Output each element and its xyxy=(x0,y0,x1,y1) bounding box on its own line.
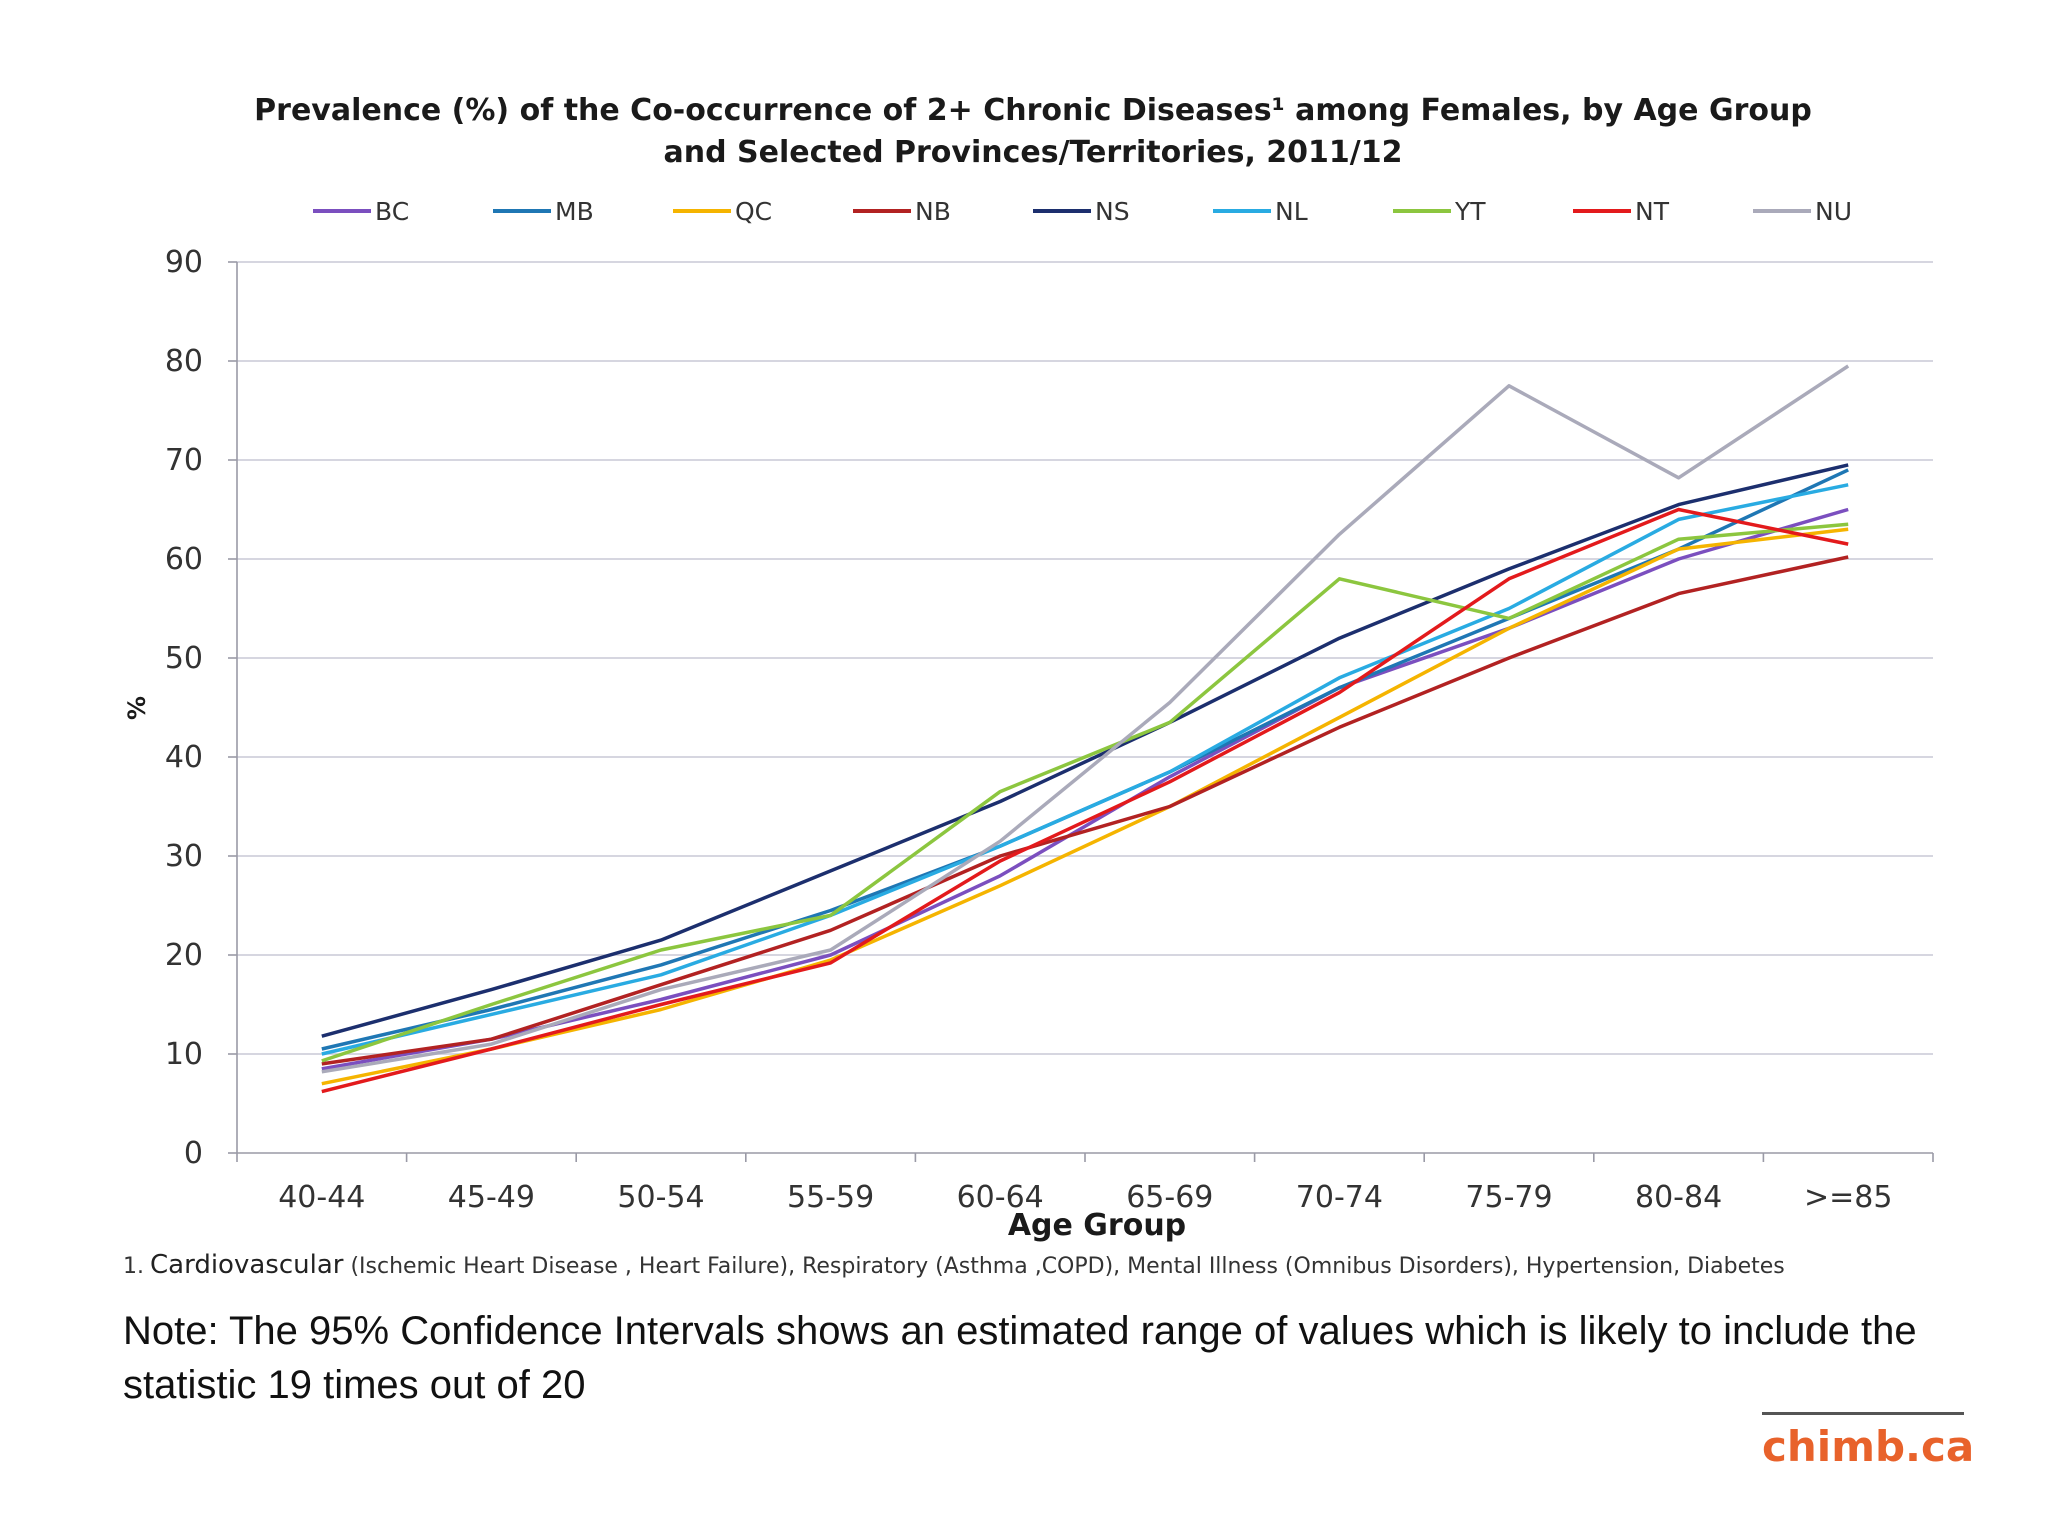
legend-label-nl: NL xyxy=(1275,197,1308,226)
series-line-bc xyxy=(321,507,1849,1071)
legend-label-bc: BC xyxy=(375,197,409,226)
x-tick-label: 60-64 xyxy=(957,1180,1044,1215)
series-line-yt xyxy=(321,522,1849,1063)
x-tick-label: 80-84 xyxy=(1635,1180,1722,1215)
legend-label-nu: NU xyxy=(1815,197,1852,226)
y-tick-label: 30 xyxy=(165,839,203,874)
footnote-lead: Cardiovascular xyxy=(150,1250,344,1280)
y-tick-label: 60 xyxy=(165,542,203,577)
legend: BC MB QC NB NS NL YT NT NU xyxy=(313,197,1852,226)
axes: 40-44 45-49 50-54 55-59 60-64 65-69 70-74 75-79… xyxy=(228,261,1934,1215)
series-line-nu xyxy=(321,364,1850,1074)
y-tick-label: 20 xyxy=(165,938,203,973)
legend-label-nb: NB xyxy=(915,197,951,226)
y-tick-label: 10 xyxy=(165,1037,203,1072)
series-line-nb xyxy=(321,555,1849,1066)
confidence-note: Note: The 95% Confidence Intervals shows… xyxy=(123,1309,1917,1407)
y-tick-label: 50 xyxy=(165,641,203,676)
legend-label-mb: MB xyxy=(555,197,594,226)
series-line-ns xyxy=(321,463,1849,1038)
x-tick-label: >=85 xyxy=(1804,1180,1892,1215)
series-line-nt xyxy=(321,507,1849,1094)
brand-divider xyxy=(1762,1412,1964,1415)
footnote-marker: 1. xyxy=(123,1254,144,1279)
x-tick-label: 40-44 xyxy=(278,1180,365,1215)
series-line-mb xyxy=(321,468,1849,1051)
y-axis-title: % xyxy=(123,696,151,720)
series-lines xyxy=(321,364,1850,1094)
y-tick-label: 80 xyxy=(165,344,203,379)
legend-label-yt: YT xyxy=(1454,197,1486,226)
legend-label-ns: NS xyxy=(1095,197,1130,226)
x-axis-title: Age Group xyxy=(1008,1208,1186,1243)
x-tick-label: 70-74 xyxy=(1296,1180,1383,1215)
y-tick-label: 70 xyxy=(165,443,203,478)
footnote: 1. Cardiovascular (Ischemic Heart Disease… xyxy=(123,1250,1785,1280)
x-tick-label: 55-59 xyxy=(787,1180,874,1215)
y-tick-label: 0 xyxy=(184,1136,203,1171)
x-tick-label: 45-49 xyxy=(448,1180,535,1215)
x-tick-label: 50-54 xyxy=(617,1180,704,1215)
series-line-nl xyxy=(321,483,1849,1056)
brand-logo: chimb.ca xyxy=(1762,1422,1975,1471)
chart-title-line2: and Selected Provinces/Territories, 2011… xyxy=(664,135,1403,170)
y-tick-label: 90 xyxy=(165,245,203,280)
x-tick-label: 75-79 xyxy=(1465,1180,1552,1215)
series-line-qc xyxy=(321,527,1849,1086)
chart: Prevalence (%) of the Co-occurrence of 2… xyxy=(123,93,1934,1280)
y-tick-label: 40 xyxy=(165,740,203,775)
legend-label-nt: NT xyxy=(1635,197,1670,226)
legend-label-qc: QC xyxy=(735,197,772,226)
footnote-rest: (Ischemic Heart Disease , Heart Failure)… xyxy=(343,1254,1784,1279)
x-tick-label: 65-69 xyxy=(1126,1180,1213,1215)
chart-title-line1: Prevalence (%) of the Co-occurrence of 2… xyxy=(254,93,1812,128)
gridlines: 0 10 20 30 40 50 60 70 80 90 xyxy=(165,245,1933,1171)
